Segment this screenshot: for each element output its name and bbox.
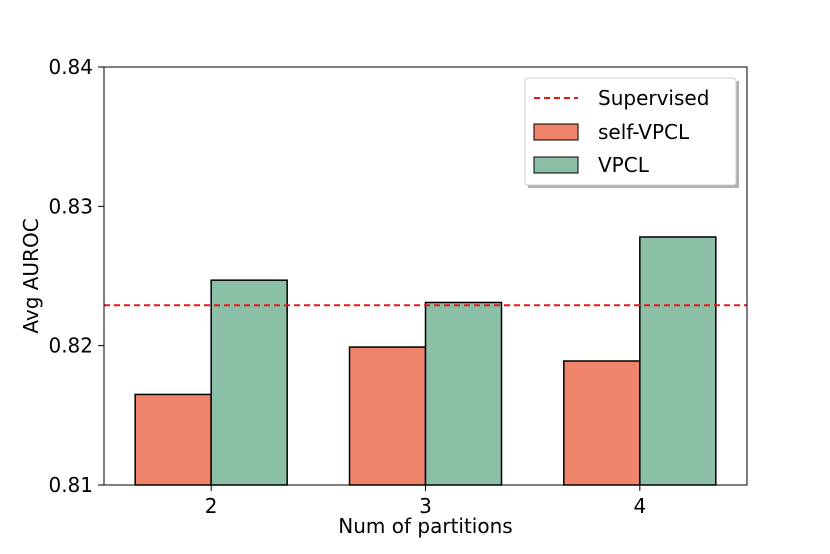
x-tick-label: 3 [419, 494, 432, 518]
x-axis: 2 3 4 [205, 485, 646, 518]
y-axis-label: Avg AUROC [19, 218, 43, 333]
y-tick-label: 0.81 [48, 473, 93, 497]
bar-self-vpcl-2 [134, 393, 212, 486]
legend: Supervised self-VPCL VPCL [524, 77, 739, 188]
x-axis-label: Num of partitions [338, 514, 512, 538]
x-tick-label: 4 [633, 494, 646, 518]
legend-label-self-vpcl: self-VPCL [598, 120, 690, 144]
y-axis: 0.81 0.82 0.83 0.84 [48, 55, 104, 497]
legend-swatch-self-vpcl [533, 123, 579, 141]
bar-self-vpcl-3 [348, 346, 427, 486]
y-tick-label: 0.83 [48, 194, 93, 218]
x-tick-label: 2 [205, 494, 218, 518]
bar-vpcl-4 [639, 236, 717, 486]
bar-vpcl-3 [424, 301, 503, 486]
legend-swatch-vpcl [533, 156, 579, 174]
bar-vpcl-2 [210, 279, 288, 486]
y-tick-label: 0.82 [48, 334, 93, 358]
bars-group [134, 236, 717, 486]
y-tick-label: 0.84 [48, 55, 93, 79]
bar-self-vpcl-4 [563, 360, 641, 486]
legend-label-vpcl: VPCL [598, 153, 650, 177]
legend-label-supervised: Supervised [598, 86, 709, 110]
